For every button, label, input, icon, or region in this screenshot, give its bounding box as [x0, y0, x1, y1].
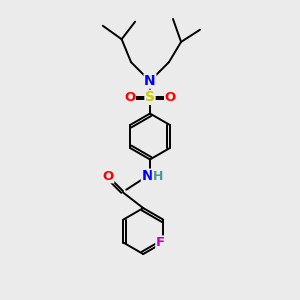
Text: S: S: [145, 90, 155, 104]
Text: O: O: [103, 170, 114, 183]
Text: O: O: [165, 91, 176, 104]
Text: H: H: [152, 170, 163, 183]
Text: N: N: [142, 169, 153, 183]
Text: O: O: [124, 91, 135, 104]
Text: F: F: [156, 236, 165, 249]
Text: N: N: [144, 74, 156, 88]
